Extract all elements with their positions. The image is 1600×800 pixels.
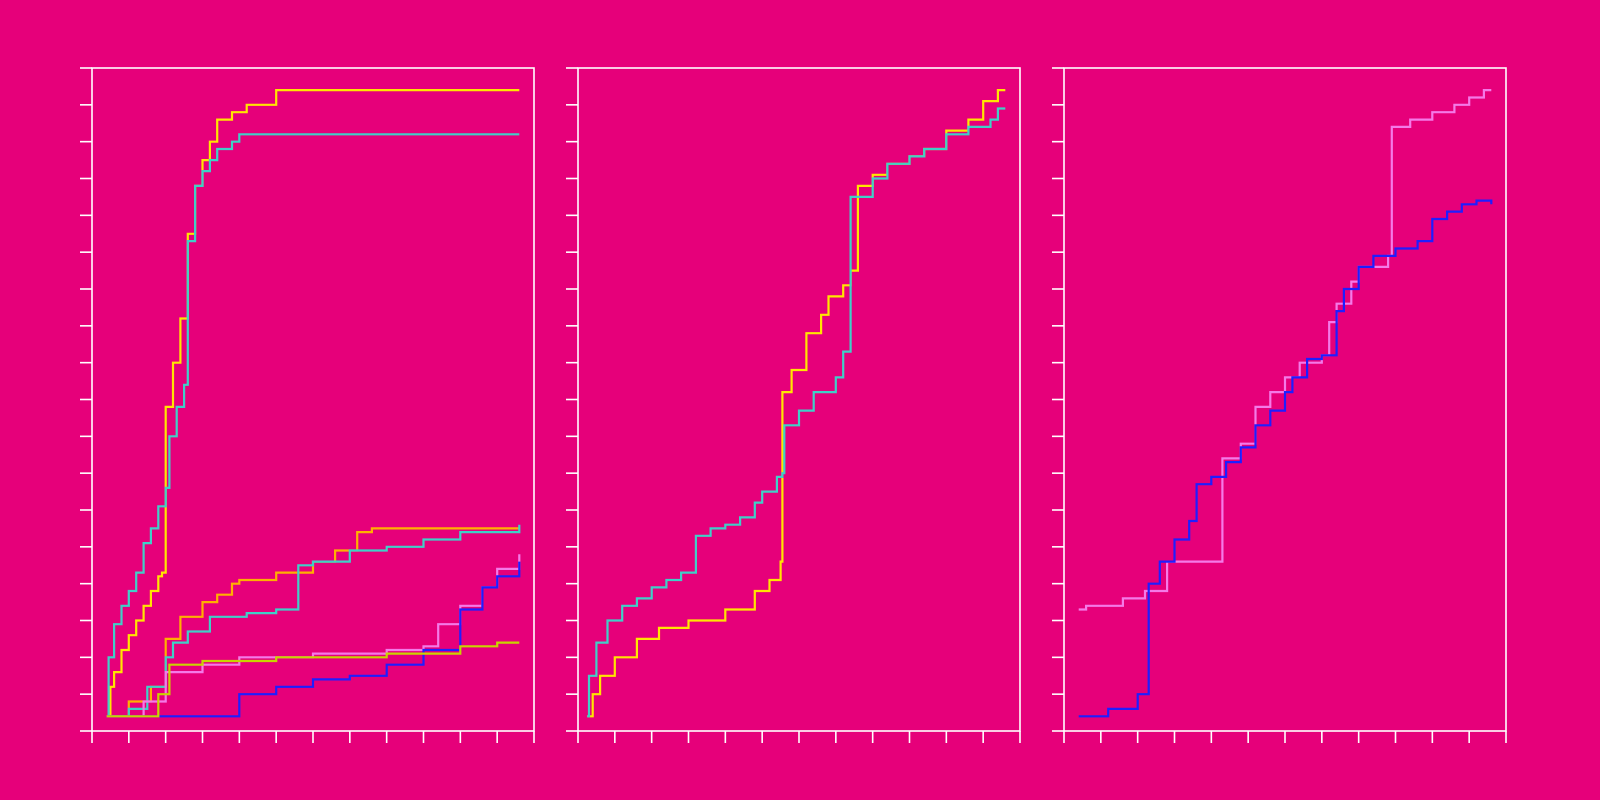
series-line-6-blue xyxy=(106,561,521,718)
chart-panel-2 xyxy=(566,67,1021,743)
series-line-2-blue xyxy=(1078,199,1493,718)
series-line-2-cyan xyxy=(106,133,520,718)
series-line-7-lime xyxy=(106,641,520,718)
series-line-1-yellow xyxy=(106,89,520,718)
series-line-2-cyan xyxy=(587,107,1006,718)
chart-panel-1 xyxy=(80,67,535,743)
chart-panel-3 xyxy=(1052,67,1507,743)
